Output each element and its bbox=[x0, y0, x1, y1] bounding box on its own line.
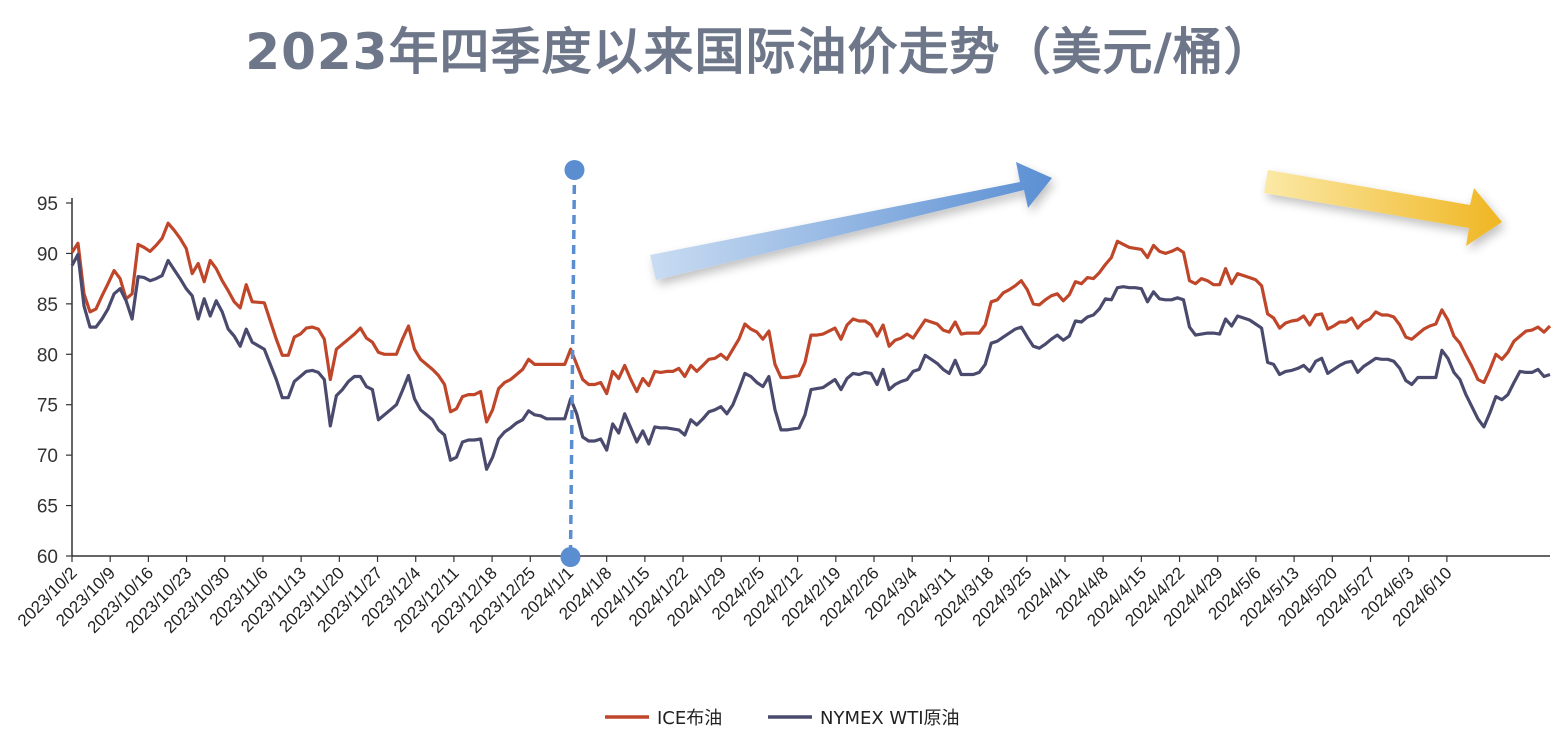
marker-line bbox=[568, 169, 577, 557]
year-start-marker bbox=[560, 160, 585, 567]
y-tick-label: 90 bbox=[37, 244, 58, 265]
series-line-wti bbox=[70, 252, 1551, 471]
y-tick-label: 80 bbox=[37, 345, 58, 366]
marker-top-dot bbox=[564, 160, 585, 180]
y-tick-label: 65 bbox=[37, 497, 58, 518]
chart-axes: 60657075808590952023/10/22023/10/92023/1… bbox=[14, 194, 1550, 637]
y-tick-label: 85 bbox=[37, 295, 58, 316]
page-title: 2023年四季度以来国际油价走势（美元/桶） bbox=[245, 23, 1275, 81]
series-line-brent bbox=[70, 221, 1552, 424]
y-tick-label: 70 bbox=[37, 446, 58, 467]
marker-bottom-dot bbox=[560, 547, 581, 567]
legend-label: NYMEX WTI原油 bbox=[820, 708, 960, 729]
y-tick-label: 60 bbox=[37, 547, 58, 568]
legend-label: ICE布油 bbox=[657, 708, 722, 729]
y-tick-label: 95 bbox=[37, 194, 58, 215]
blue-up-arrow-icon bbox=[650, 162, 1052, 280]
yellow-down-arrow-icon bbox=[1264, 170, 1502, 246]
chart-legend: ICE布油 NYMEX WTI原油 bbox=[605, 708, 960, 729]
chart-series bbox=[70, 221, 1552, 471]
y-tick-label: 75 bbox=[37, 396, 58, 417]
